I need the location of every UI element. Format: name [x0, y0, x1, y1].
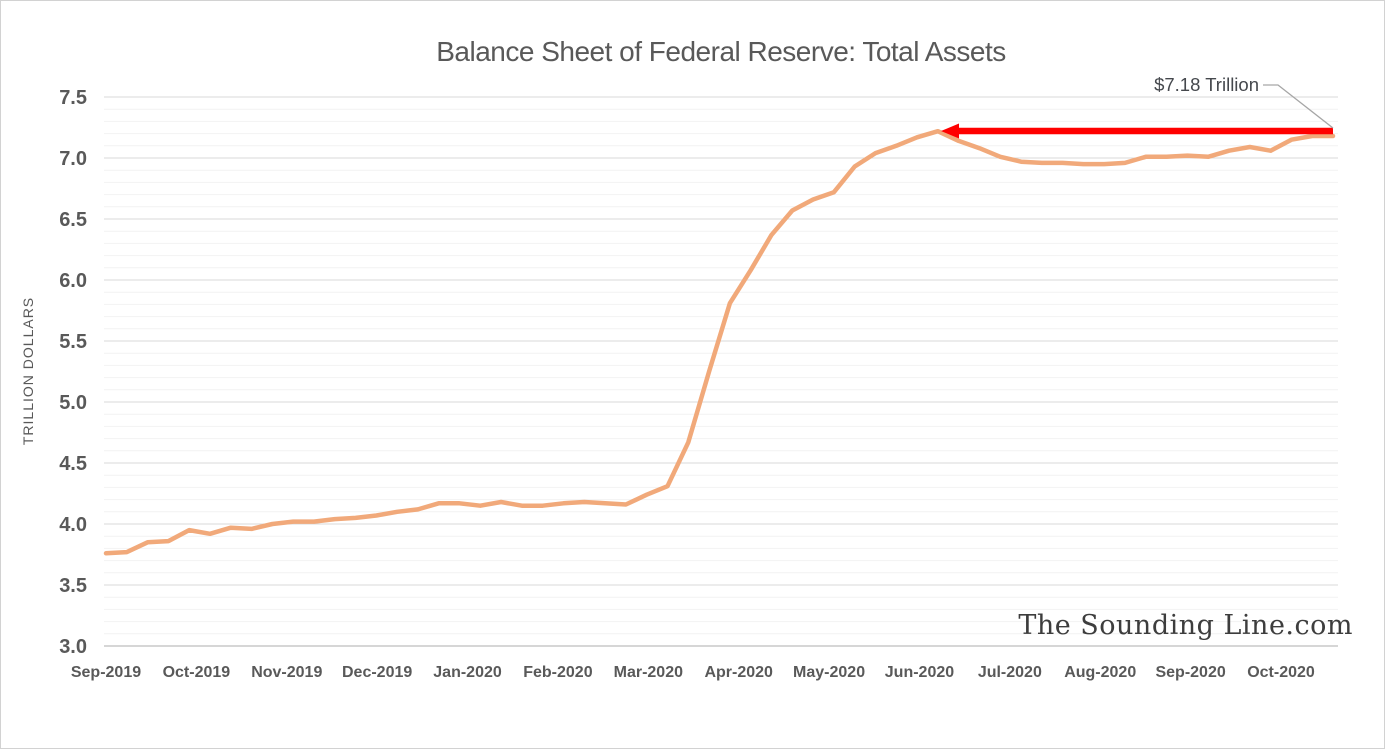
axis-tick-labels: 7.5 7.0 6.5 6.0 5.5 5.0 4.5 4.0 3.5 3.0 Sep-2019 Oc… — [59, 87, 1315, 681]
x-tick-label: Sep-2019 — [71, 664, 141, 681]
x-tick-label: Feb-2020 — [523, 664, 592, 681]
trend-arrow-group — [941, 84, 1334, 139]
annotation-label: $7.18 Trillion — [1154, 74, 1259, 95]
gridlines — [104, 96, 1338, 647]
chart-title: Balance Sheet of Federal Reserve: Total … — [436, 36, 1005, 67]
y-tick-label: 6.5 — [59, 209, 87, 231]
x-tick-label: Aug-2020 — [1064, 664, 1136, 681]
x-tick-label: Jan-2020 — [433, 664, 502, 681]
y-tick-label: 3.0 — [59, 636, 87, 658]
x-tick-label: Mar-2020 — [614, 664, 683, 681]
x-tick-label: May-2020 — [793, 664, 865, 681]
y-axis-title: TRILLION DOLLARS — [20, 297, 36, 445]
x-tick-label: Oct-2019 — [163, 664, 231, 681]
x-tick-label: Dec-2019 — [342, 664, 412, 681]
data-series — [103, 128, 1336, 556]
x-tick-label: Oct-2020 — [1247, 664, 1315, 681]
x-tick-label: Sep-2020 — [1155, 664, 1225, 681]
y-tick-label: 4.0 — [59, 514, 87, 536]
y-tick-label: 5.5 — [59, 331, 87, 353]
annotation-leader-line — [1263, 84, 1334, 129]
y-tick-label: 7.0 — [59, 148, 87, 170]
total-assets-line — [103, 128, 1336, 556]
watermark-text: The Sounding Line.com — [1018, 610, 1353, 641]
y-tick-label: 4.5 — [59, 453, 87, 475]
y-tick-label: 3.5 — [59, 575, 87, 597]
x-tick-label: Apr-2020 — [704, 664, 773, 681]
x-tick-label: Nov-2019 — [251, 664, 322, 681]
y-tick-label: 7.5 — [59, 87, 87, 109]
x-tick-label: Jul-2020 — [978, 664, 1042, 681]
red-arrow-head — [941, 123, 959, 139]
x-tick-label: Jun-2020 — [885, 664, 954, 681]
y-tick-label: 5.0 — [59, 392, 87, 414]
y-tick-label: 6.0 — [59, 270, 87, 292]
